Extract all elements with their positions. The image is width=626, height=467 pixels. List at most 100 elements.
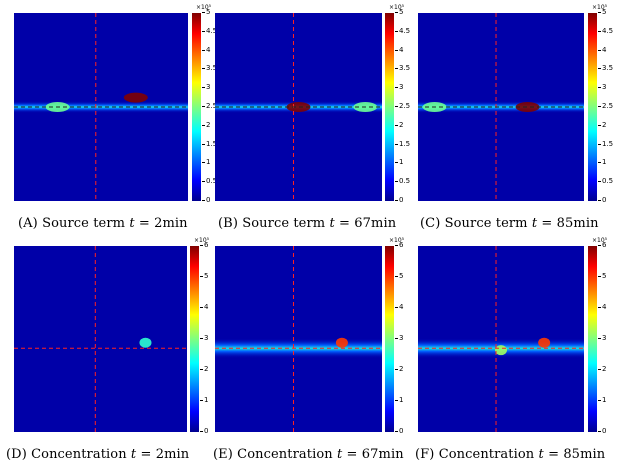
heatmap-svg-e xyxy=(215,246,382,432)
colorbar-tick-b-8: 4 xyxy=(394,45,404,54)
caption-time-e: 67 xyxy=(361,447,379,462)
colorbar-tick-c-6: 3 xyxy=(597,83,607,92)
colorbar-c xyxy=(588,13,597,201)
colorbar-tick-e-6: 6 xyxy=(394,241,404,249)
caption-text-e: Concentration xyxy=(237,447,333,462)
colorbar-tick-f-0: 0 xyxy=(597,427,607,435)
colorbar-tick-c-8: 4 xyxy=(597,45,607,54)
heatmap-c xyxy=(418,13,584,201)
caption-unit-b: min xyxy=(371,216,397,231)
colorbar-tick-e-5: 5 xyxy=(394,272,404,280)
colorbar-tick-f-5: 5 xyxy=(597,272,607,280)
colorbar-tick-a-9: 4.5 xyxy=(201,26,218,35)
caption-var-a: t xyxy=(129,216,135,231)
colorbar-tick-a-10: 5 xyxy=(201,8,211,16)
colorbar-tick-f-1: 1 xyxy=(597,396,607,404)
caption-unit-f: min xyxy=(580,447,606,462)
colorbar-tick-c-2: 1 xyxy=(597,158,607,167)
caption-tag-b: (B) xyxy=(218,216,238,231)
colorbar-tick-e-2: 2 xyxy=(394,365,404,373)
colorbar-tick-c-3: 1.5 xyxy=(597,139,614,148)
colorbar-tick-e-0: 0 xyxy=(394,427,404,435)
caption-tag-d: (D) xyxy=(6,447,27,462)
colorbar-tick-c-10: 5 xyxy=(597,8,607,16)
caption-c: (C) Source term t = 85min xyxy=(420,216,599,231)
colorbar-exponent-e: ×10⁵ xyxy=(389,237,405,244)
colorbar-tick-b-5: 2.5 xyxy=(394,102,411,110)
caption-e: (E) Concentration t = 67min xyxy=(213,447,404,462)
colorbar-tick-b-10: 5 xyxy=(394,8,404,16)
colorbar-tick-c-5: 2.5 xyxy=(597,102,614,110)
colorbar-tick-a-0: 0 xyxy=(201,196,211,204)
caption-unit-a: min xyxy=(162,216,188,231)
colorbar-tick-e-4: 4 xyxy=(394,303,404,311)
heatmap-svg-f xyxy=(418,246,584,432)
caption-time-d: 2 xyxy=(155,447,165,462)
colorbar-exponent-c: ×10⁵ xyxy=(592,4,608,11)
caption-var-f: t xyxy=(538,447,544,462)
colorbar-tick-b-3: 1.5 xyxy=(394,139,411,148)
colorbar-d xyxy=(190,246,199,432)
colorbar-tick-d-4: 4 xyxy=(199,303,209,311)
caption-text-b: Source term xyxy=(242,216,326,231)
colorbar-exponent-b: ×10⁵ xyxy=(389,4,405,11)
heatmap-d xyxy=(14,246,187,432)
colorbar-tick-a-7: 3.5 xyxy=(201,64,218,73)
colorbar-e xyxy=(385,246,394,432)
heatmap-e xyxy=(215,246,382,432)
hotspot-c-0 xyxy=(515,102,540,112)
hotspot-e-0 xyxy=(335,337,348,348)
colorbar-tick-a-1: 0.5 xyxy=(201,177,218,186)
colorbar-tick-d-2: 2 xyxy=(199,365,209,373)
colorbar-a xyxy=(192,13,201,201)
colorbar-tick-b-2: 1 xyxy=(394,158,404,167)
caption-tag-e: (E) xyxy=(213,447,233,462)
colorbar-tick-a-3: 1.5 xyxy=(201,139,218,148)
colorbar-tick-a-4: 2 xyxy=(201,120,211,129)
heatmap-b xyxy=(215,13,382,201)
caption-text-c: Source term xyxy=(444,216,528,231)
caption-tag-c: (C) xyxy=(420,216,441,231)
colorbar-tick-f-2: 2 xyxy=(597,365,607,373)
colorbar-tick-a-2: 1 xyxy=(201,158,211,167)
colorbar-tick-d-1: 1 xyxy=(199,396,209,404)
colorbar-tick-d-3: 3 xyxy=(199,334,209,342)
colorbar-tick-f-4: 4 xyxy=(597,303,607,311)
colorbar-tick-c-0: 0 xyxy=(597,196,607,204)
colorbar-tick-a-8: 4 xyxy=(201,45,211,54)
caption-time-f: 85 xyxy=(563,447,581,462)
colorbar-tick-e-1: 1 xyxy=(394,396,404,404)
caption-text-a: Source term xyxy=(42,216,126,231)
caption-unit-c: min xyxy=(573,216,599,231)
caption-time-c: 85 xyxy=(556,216,574,231)
hotspot-f-0 xyxy=(538,337,551,348)
hotspot-a-0 xyxy=(123,92,148,103)
hotspot-f-1 xyxy=(495,345,507,356)
caption-time-a: 2 xyxy=(154,216,163,231)
colorbar-tick-f-6: 6 xyxy=(597,241,607,249)
colorbar-f xyxy=(588,246,597,432)
caption-tag-f: (F) xyxy=(415,447,435,462)
caption-unit-e: min xyxy=(378,447,404,462)
colorbar-tick-b-6: 3 xyxy=(394,83,404,92)
hotspot-b-0 xyxy=(286,102,311,112)
heatmap-a xyxy=(14,13,188,201)
plume-band-c xyxy=(418,101,584,113)
caption-var-d: t xyxy=(130,447,137,462)
colorbar-tick-f-3: 3 xyxy=(597,334,607,342)
heatmap-svg-a xyxy=(14,13,188,201)
colorbar-b xyxy=(385,13,394,201)
colorbar-tick-c-4: 2 xyxy=(597,120,607,129)
caption-var-e: t xyxy=(336,447,343,462)
caption-time-b: 67 xyxy=(354,216,372,231)
colorbar-tick-a-6: 3 xyxy=(201,83,211,92)
caption-tag-a: (A) xyxy=(18,216,38,231)
colorbar-tick-c-9: 4.5 xyxy=(597,26,614,35)
heatmap-f xyxy=(418,246,584,432)
colorbar-exponent-a: ×10⁵ xyxy=(196,4,212,11)
hotspot-d-0 xyxy=(139,337,152,348)
colorbar-tick-d-0: 0 xyxy=(199,427,209,435)
caption-text-d: Concentration xyxy=(31,447,127,462)
colorbar-tick-b-4: 2 xyxy=(394,120,404,129)
colorbar-tick-b-0: 0 xyxy=(394,196,404,204)
